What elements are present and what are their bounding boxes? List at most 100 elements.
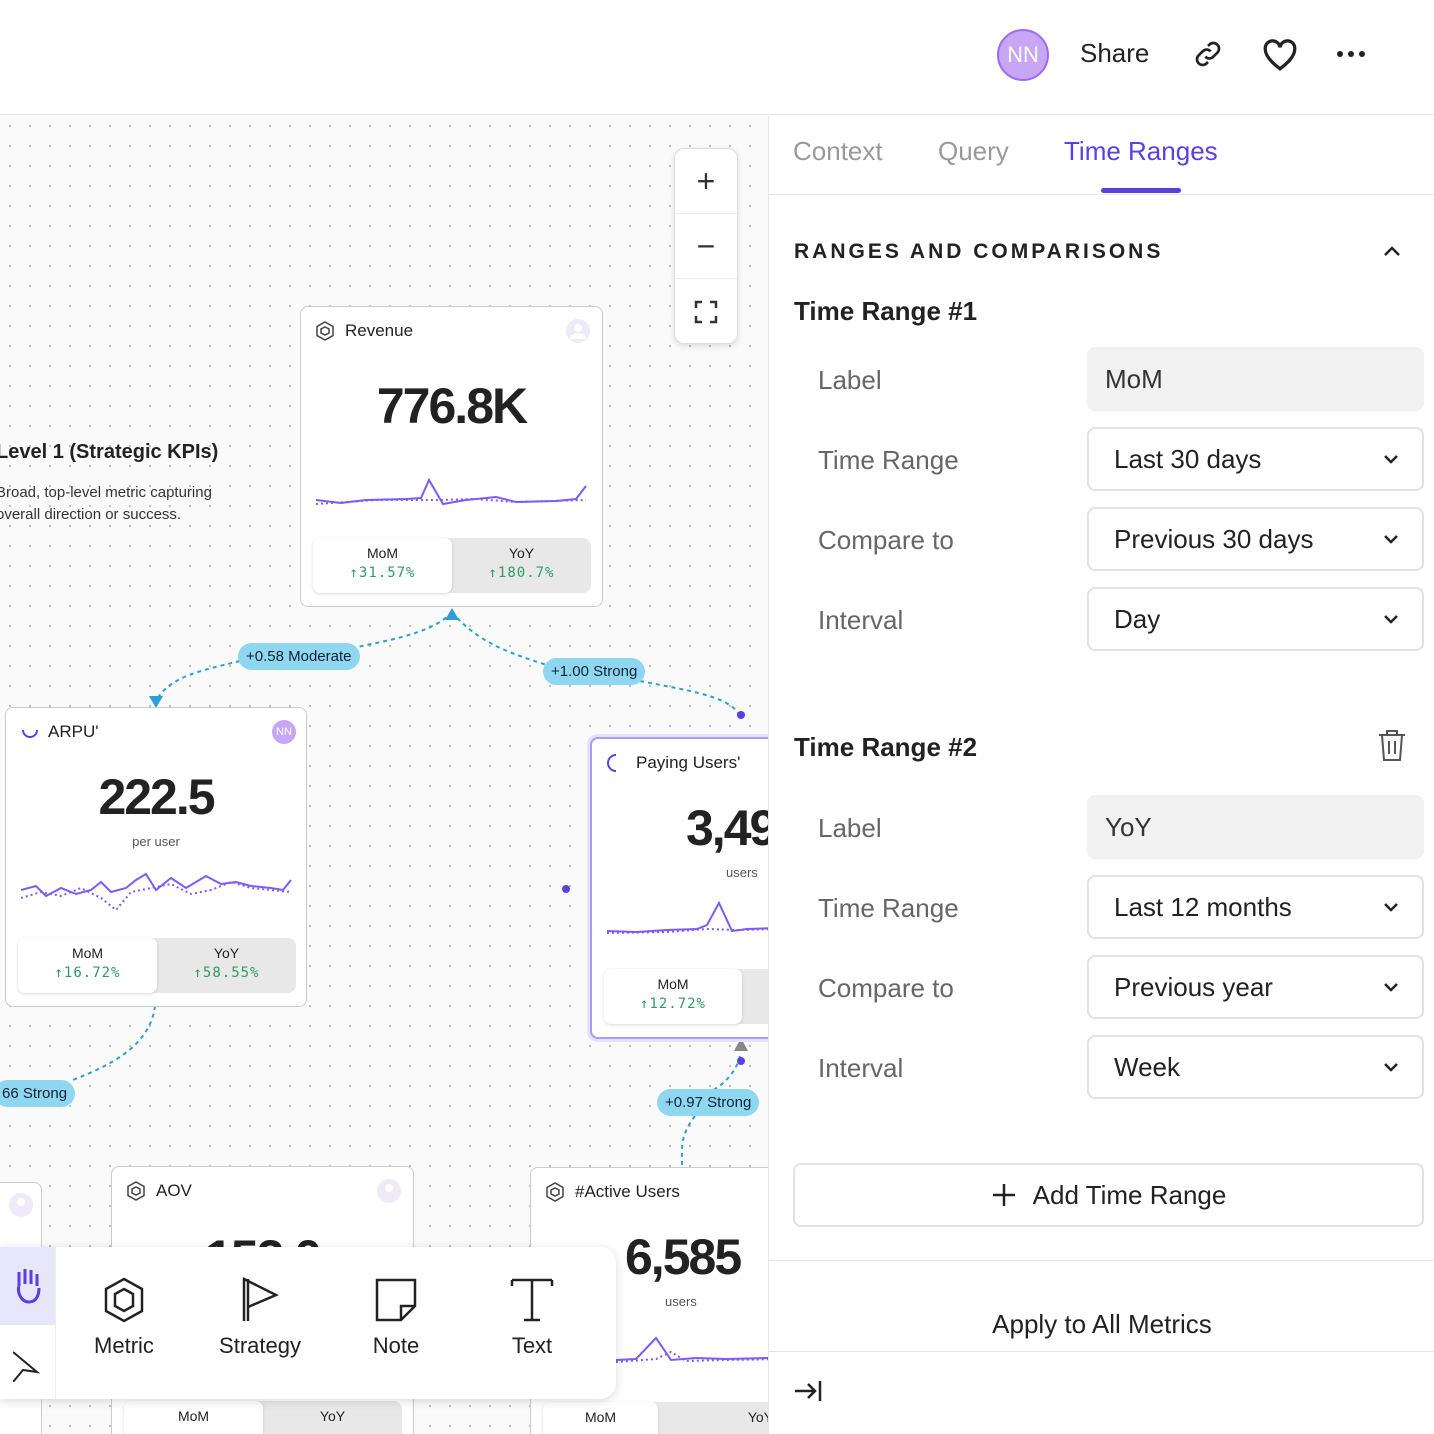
tab-time-ranges[interactable]: Time Ranges bbox=[1064, 136, 1218, 166]
panel-tabs: Context Query Time Ranges bbox=[769, 116, 1434, 195]
mom-label: MoM bbox=[657, 976, 689, 992]
add-text-button[interactable]: Text bbox=[464, 1247, 600, 1399]
mom-change: ↑12.72% bbox=[639, 996, 706, 1012]
comparison-toggle: MoM ↑16.72% YoY ↑58.55% bbox=[18, 938, 296, 993]
sparkline bbox=[316, 477, 587, 506]
correlation-pill[interactable]: +0.58 Moderate bbox=[238, 643, 360, 670]
level-description: Broad, top-level metric capturing overal… bbox=[0, 484, 212, 523]
interval-label: Interval bbox=[818, 605, 904, 635]
hand-tool-button[interactable] bbox=[0, 1247, 55, 1325]
creation-toolbar: Metric Strategy Note Text bbox=[0, 1247, 616, 1399]
chevron-up-icon[interactable] bbox=[1383, 244, 1401, 258]
pointer-icon bbox=[12, 1351, 40, 1382]
mom-tab[interactable]: MoM bbox=[543, 1402, 658, 1434]
mom-label: MoM bbox=[71, 945, 104, 961]
fit-screen-button[interactable] bbox=[675, 279, 737, 344]
chevron-down-icon bbox=[1384, 1063, 1398, 1072]
range-1-time-range-select[interactable]: Last 30 days bbox=[1087, 427, 1424, 491]
owner-avatar: NN bbox=[272, 720, 296, 744]
metric-card-revenue[interactable]: Revenue 776.8K MoM ↑31.57% YoY ↑180.7% bbox=[300, 306, 603, 607]
card-title: Revenue bbox=[345, 321, 414, 340]
zoom-controls: + − bbox=[674, 148, 738, 344]
mom-change: ↑16.72% bbox=[54, 965, 121, 981]
yoy-tab[interactable]: YoY ↑180.7% bbox=[452, 538, 591, 593]
more-icon[interactable] bbox=[1336, 46, 1366, 62]
range-1-label-input[interactable]: MoM bbox=[1087, 347, 1424, 411]
compare-to-label: Compare to bbox=[818, 525, 954, 555]
card-title: ARPU' bbox=[48, 722, 99, 741]
range-2-time-range-select[interactable]: Last 12 months bbox=[1087, 875, 1424, 939]
loading-spinner-icon bbox=[607, 754, 617, 772]
link-icon[interactable] bbox=[1192, 36, 1224, 72]
sparkline bbox=[607, 900, 768, 934]
fullscreen-icon bbox=[694, 300, 718, 323]
time-range-1-title: Time Range #1 bbox=[794, 296, 978, 326]
yoy-tab[interactable]: YoY bbox=[319, 1408, 346, 1424]
strategy-label: Strategy bbox=[219, 1333, 301, 1358]
range-2-interval-select[interactable]: Week bbox=[1087, 1035, 1424, 1099]
apply-to-all-button[interactable]: Apply to All Metrics bbox=[769, 1260, 1434, 1352]
comparison-toggle: MoM ↑31.57% YoY ↑180.7% bbox=[313, 538, 591, 593]
select-value: Previous year bbox=[1114, 971, 1273, 1002]
zoom-in-button[interactable]: + bbox=[675, 149, 737, 214]
loading-spinner-icon bbox=[22, 729, 38, 738]
time-range-label: Time Range bbox=[818, 445, 959, 475]
comparison-toggle: MoM YoY bbox=[124, 1401, 402, 1434]
text-label: Text bbox=[511, 1333, 553, 1358]
mom-tab[interactable]: MoM bbox=[124, 1401, 263, 1434]
select-tool-button[interactable] bbox=[0, 1325, 55, 1399]
tab-context[interactable]: Context bbox=[793, 136, 883, 166]
section-title: RANGES AND COMPARISONS bbox=[794, 240, 1164, 263]
correlation-pill[interactable]: +1.00 Strong bbox=[543, 658, 646, 685]
correlation-pill[interactable]: 66 Strong bbox=[0, 1080, 76, 1107]
range-1-interval-select[interactable]: Day bbox=[1087, 587, 1424, 651]
mom-label: MoM bbox=[366, 545, 399, 561]
metric-card-paying-users[interactable]: Paying Users' 3,49 users MoM ↑12.72% bbox=[590, 737, 768, 1039]
sparkline bbox=[21, 872, 292, 912]
avatar[interactable]: NN bbox=[997, 29, 1049, 81]
add-note-button[interactable]: Note bbox=[328, 1247, 464, 1399]
time-range-label: Time Range bbox=[818, 893, 959, 923]
note-icon bbox=[375, 1278, 417, 1322]
collapse-panel-icon[interactable] bbox=[793, 1378, 823, 1404]
metric-value: 3,49 bbox=[686, 800, 768, 856]
add-time-range-button[interactable]: Add Time Range bbox=[793, 1163, 1424, 1227]
yoy-change: ↑180.7% bbox=[488, 565, 555, 581]
metric-card-arpu[interactable]: ARPU' NN 222.5 per user MoM ↑16.72% YoY ↑5… bbox=[5, 707, 307, 1007]
add-strategy-button[interactable]: Strategy bbox=[192, 1247, 328, 1399]
owner-avatar-icon bbox=[377, 1179, 401, 1203]
label-label: Label bbox=[818, 813, 882, 843]
strategy-canvas[interactable]: + − Level 1 (Strategic KPIs) Broad, top-… bbox=[0, 116, 768, 1434]
range-2-compare-select[interactable]: Previous year bbox=[1087, 955, 1424, 1019]
metric-label: Metric bbox=[94, 1333, 154, 1358]
share-button[interactable]: Share bbox=[1080, 38, 1150, 68]
interval-label: Interval bbox=[818, 1053, 904, 1083]
trash-icon[interactable] bbox=[1377, 728, 1407, 762]
metric-hexagon-icon bbox=[104, 1277, 144, 1323]
owner-avatar-icon bbox=[9, 1193, 33, 1217]
select-value: Week bbox=[1114, 1051, 1180, 1082]
zoom-out-button[interactable]: − bbox=[675, 214, 737, 279]
metric-unit: users bbox=[665, 1294, 697, 1309]
select-value: Last 12 months bbox=[1114, 891, 1292, 922]
mom-tab[interactable]: MoM ↑12.72% bbox=[604, 969, 742, 1024]
range-2-label-input[interactable]: YoY bbox=[1087, 795, 1424, 859]
tab-query[interactable]: Query bbox=[938, 136, 1009, 166]
mom-tab[interactable]: MoM ↑31.57% bbox=[313, 538, 452, 593]
correlation-pill[interactable]: +0.97 Strong bbox=[657, 1089, 760, 1116]
yoy-tab[interactable]: YoY ↑58.55% bbox=[157, 938, 296, 993]
level-title: Level 1 (Strategic KPIs) bbox=[0, 441, 219, 463]
hand-icon bbox=[16, 1269, 40, 1304]
yoy-tab[interactable]: YoY bbox=[747, 1409, 768, 1425]
sparkline bbox=[616, 1336, 768, 1363]
chevron-down-icon bbox=[1384, 903, 1398, 912]
heart-icon[interactable] bbox=[1260, 36, 1300, 72]
compare-to-label: Compare to bbox=[818, 973, 954, 1003]
range-1-compare-select[interactable]: Previous 30 days bbox=[1087, 507, 1424, 571]
mom-tab[interactable]: MoM ↑16.72% bbox=[18, 938, 157, 993]
metric-unit: per user bbox=[132, 834, 180, 849]
select-value: Day bbox=[1114, 603, 1161, 634]
add-metric-button[interactable]: Metric bbox=[56, 1247, 192, 1399]
text-icon bbox=[510, 1278, 554, 1322]
top-bar: NN Share bbox=[0, 0, 1434, 115]
